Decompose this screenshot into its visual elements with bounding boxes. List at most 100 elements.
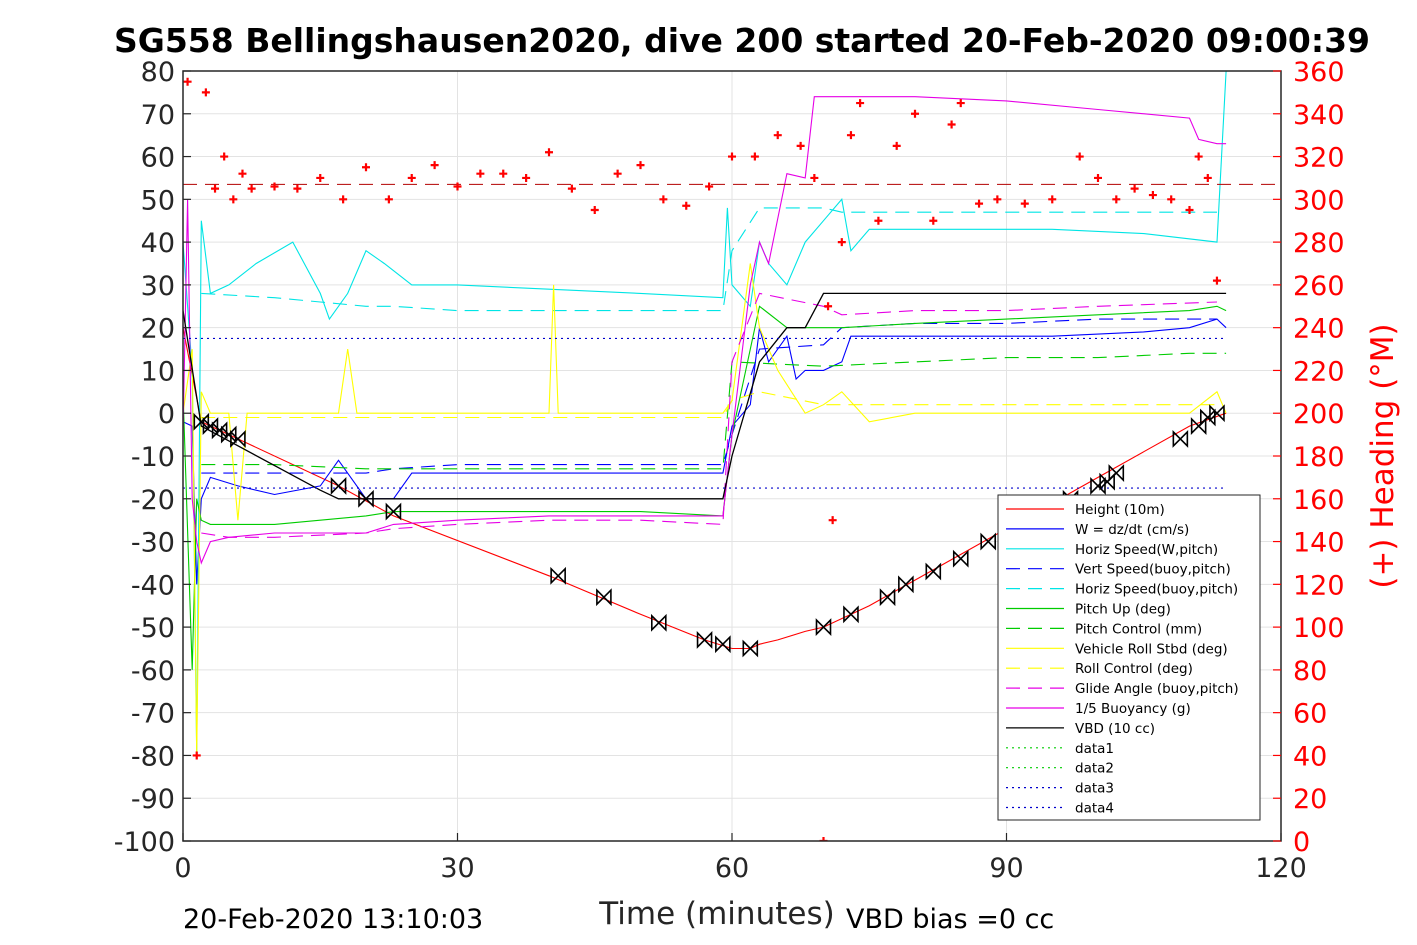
heading-marker: [476, 169, 485, 178]
heading-marker: [993, 195, 1002, 204]
legend-entry-11: VBD (10 cc): [1075, 721, 1155, 737]
series-line-1: [183, 318, 1227, 585]
heading-marker: [183, 77, 192, 86]
y2-tick-label: 220: [1293, 356, 1345, 387]
heading-marker: [270, 182, 279, 191]
waypoint-marker: [925, 562, 942, 581]
heading-marker: [837, 238, 846, 247]
heading-marker: [407, 173, 416, 182]
heading-marker: [1112, 195, 1121, 204]
heading-marker: [238, 169, 247, 178]
y-tick-label: 40: [141, 228, 175, 259]
waypoint-marker: [696, 631, 713, 649]
heading-marker: [810, 173, 819, 182]
legend-entry-7: Vehicle Roll Stbd (deg): [1075, 641, 1228, 657]
y-tick-label: -80: [131, 741, 175, 772]
heading-marker: [796, 141, 805, 150]
heading-marker: [567, 184, 576, 193]
y-tick-label: 10: [141, 356, 175, 387]
heading-marker: [892, 141, 901, 150]
y2-tick-label: 240: [1293, 314, 1345, 345]
legend-entry-4: Horiz Speed(buoy,pitch): [1075, 582, 1238, 598]
waypoint-marker: [651, 613, 667, 632]
heading-marker: [1075, 152, 1084, 161]
heading-marker: [1130, 184, 1139, 193]
heading-marker: [247, 184, 256, 193]
y2-tick-label: 320: [1293, 143, 1345, 174]
x-axis-label: Time (minutes): [598, 896, 834, 932]
y2-tick-label: 80: [1293, 656, 1327, 687]
heading-marker: [316, 173, 325, 182]
heading-marker: [220, 152, 229, 161]
heading-marker: [929, 216, 938, 225]
legend-entry-9: Glide Angle (buoy,pitch): [1075, 681, 1239, 697]
y2-tick-label: 300: [1293, 185, 1345, 216]
y-tick-label: -60: [131, 656, 175, 687]
y-tick-label: 30: [141, 271, 175, 302]
y-tick-label: -20: [131, 485, 175, 516]
legend-entry-6: Pitch Control (mm): [1075, 621, 1202, 637]
series-line-4: [201, 207, 1217, 312]
waypoint-marker: [898, 575, 914, 594]
heading-marker: [911, 109, 919, 118]
waypoint-marker: [550, 566, 566, 585]
waypoint-marker: [1209, 404, 1225, 423]
heading-marker: [613, 169, 622, 178]
y-tick-label: -70: [131, 699, 175, 730]
heading-marker: [773, 131, 782, 140]
y2-tick-label: 360: [1293, 57, 1345, 88]
series-line-9: [201, 292, 1218, 538]
heading-marker: [828, 516, 837, 525]
legend-entry-10: 1/5 Buoyancy (g): [1075, 701, 1191, 717]
y-tick-label: -30: [131, 528, 175, 559]
heading-marker: [824, 302, 833, 311]
y2-tick-label: 40: [1293, 741, 1327, 772]
heading-marker: [384, 195, 393, 204]
legend-entry-0: Height (10m): [1075, 502, 1165, 518]
y-tick-label: -90: [131, 784, 175, 815]
waypoint-marker: [879, 588, 896, 607]
waypoint-marker: [815, 618, 832, 637]
waypoint-marker: [742, 639, 759, 658]
legend-entry-8: Roll Control (deg): [1075, 661, 1193, 677]
y-tick-label: -10: [131, 442, 175, 473]
series-line-11: [183, 292, 1227, 500]
marker-layer: [193, 404, 1225, 658]
y2-tick-label: 20: [1293, 784, 1327, 815]
heading-marker: [874, 216, 883, 225]
heading-marker: [682, 201, 691, 210]
y2-tick-label: 120: [1293, 570, 1345, 601]
y2-axis-ticks: 3603403203002802602402202001801601401201…: [1273, 57, 1345, 858]
legend: Height (10m) W = dz/dt (cm/s) Horiz Speed(…: [997, 494, 1261, 821]
x-tick-label: 120: [1255, 853, 1307, 884]
heading-marker: [1212, 276, 1221, 285]
y2-tick-label: 180: [1293, 442, 1345, 473]
series-line-2: [183, 71, 1227, 756]
y-tick-label: 50: [141, 185, 175, 216]
waypoint-marker: [1108, 464, 1125, 483]
footer-vbd-bias: VBD bias =0 cc: [846, 904, 1054, 935]
x-tick-label: 0: [174, 853, 191, 884]
heading-marker: [659, 195, 668, 204]
y2-tick-label: 100: [1293, 613, 1345, 644]
y-tick-label: 70: [141, 100, 175, 131]
y-tick-label: -100: [114, 827, 175, 858]
y2-tick-label: 340: [1293, 100, 1345, 131]
y-tick-label: 60: [141, 143, 175, 174]
y2-tick-label: 160: [1293, 485, 1345, 516]
y-tick-label: -50: [131, 613, 175, 644]
y-tick-label: 20: [141, 314, 175, 345]
heading-marker: [545, 148, 553, 157]
waypoint-marker: [715, 635, 731, 654]
heading-marker: [362, 163, 370, 172]
heading-marker: [636, 161, 645, 170]
waypoint-marker: [358, 489, 374, 508]
x-tick-label: 30: [440, 853, 474, 884]
heading-marker: [211, 184, 220, 193]
y2-tick-label: 200: [1293, 399, 1345, 430]
y2-tick-label: 0: [1293, 827, 1310, 858]
y-tick-label: -40: [131, 570, 175, 601]
heading-marker: [1020, 199, 1029, 208]
heading-marker: [430, 161, 439, 170]
